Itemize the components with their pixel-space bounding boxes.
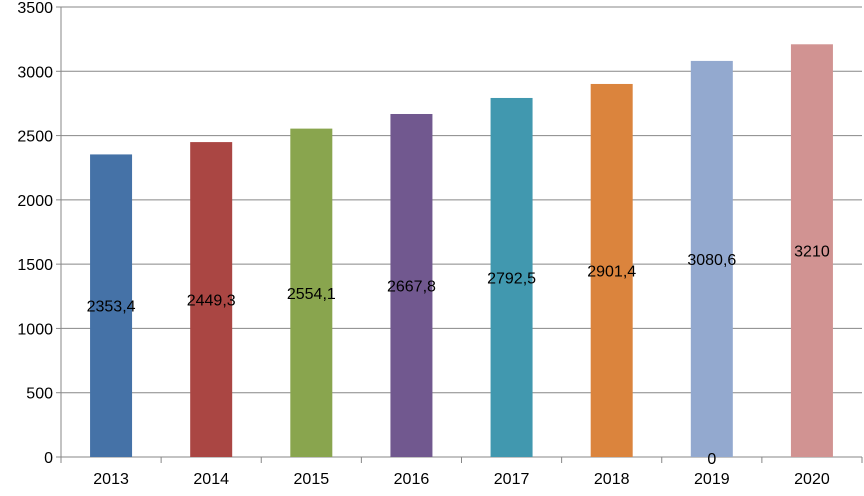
y-tick-label: 2500 [17, 129, 53, 146]
y-tick-label: 0 [44, 450, 53, 467]
x-tick-label: 2014 [193, 471, 229, 488]
bar [590, 83, 633, 457]
bar [290, 128, 333, 457]
y-tick-label: 1500 [17, 257, 53, 274]
y-tick-label: 500 [26, 386, 53, 403]
bars [90, 44, 833, 458]
y-tick-label: 3000 [17, 64, 53, 81]
data-label: 2554,1 [287, 286, 336, 303]
bar [190, 142, 233, 457]
x-tick-label: 2015 [294, 471, 330, 488]
data-label: 2449,3 [187, 293, 236, 310]
x-tick-label: 2019 [694, 471, 730, 488]
bar [390, 113, 433, 458]
y-tick-label: 2000 [17, 193, 53, 210]
data-label-extra: 0 [707, 451, 716, 468]
x-tick-label: 2016 [394, 471, 430, 488]
data-label: 2667,8 [387, 278, 436, 295]
bar [790, 44, 833, 458]
x-axis: 2013 2014 2015 2016 2017 2018 2019 2020 [60, 456, 863, 488]
data-label: 2792,5 [487, 270, 536, 287]
data-labels: 2353,4 2449,3 2554,1 2667,8 2792,5 2901,4 3080… [87, 244, 830, 468]
x-tick-label: 2020 [794, 471, 830, 488]
x-tick-label: 2013 [93, 471, 129, 488]
x-tick-label: 2017 [494, 471, 530, 488]
data-label: 3210 [794, 244, 830, 261]
gridlines [61, 6, 862, 394]
data-label: 3080,6 [687, 252, 736, 269]
data-label: 2901,4 [587, 263, 636, 280]
bar [690, 60, 733, 458]
data-label: 2353,4 [87, 299, 136, 316]
bar [490, 97, 533, 457]
y-tick-label: 1000 [17, 321, 53, 338]
bar [90, 154, 133, 458]
y-tick-label: 3500 [17, 0, 53, 17]
y-axis: 0 500 1000 1500 2000 2500 3000 3500 [17, 0, 62, 467]
x-tick-label: 2018 [594, 471, 630, 488]
